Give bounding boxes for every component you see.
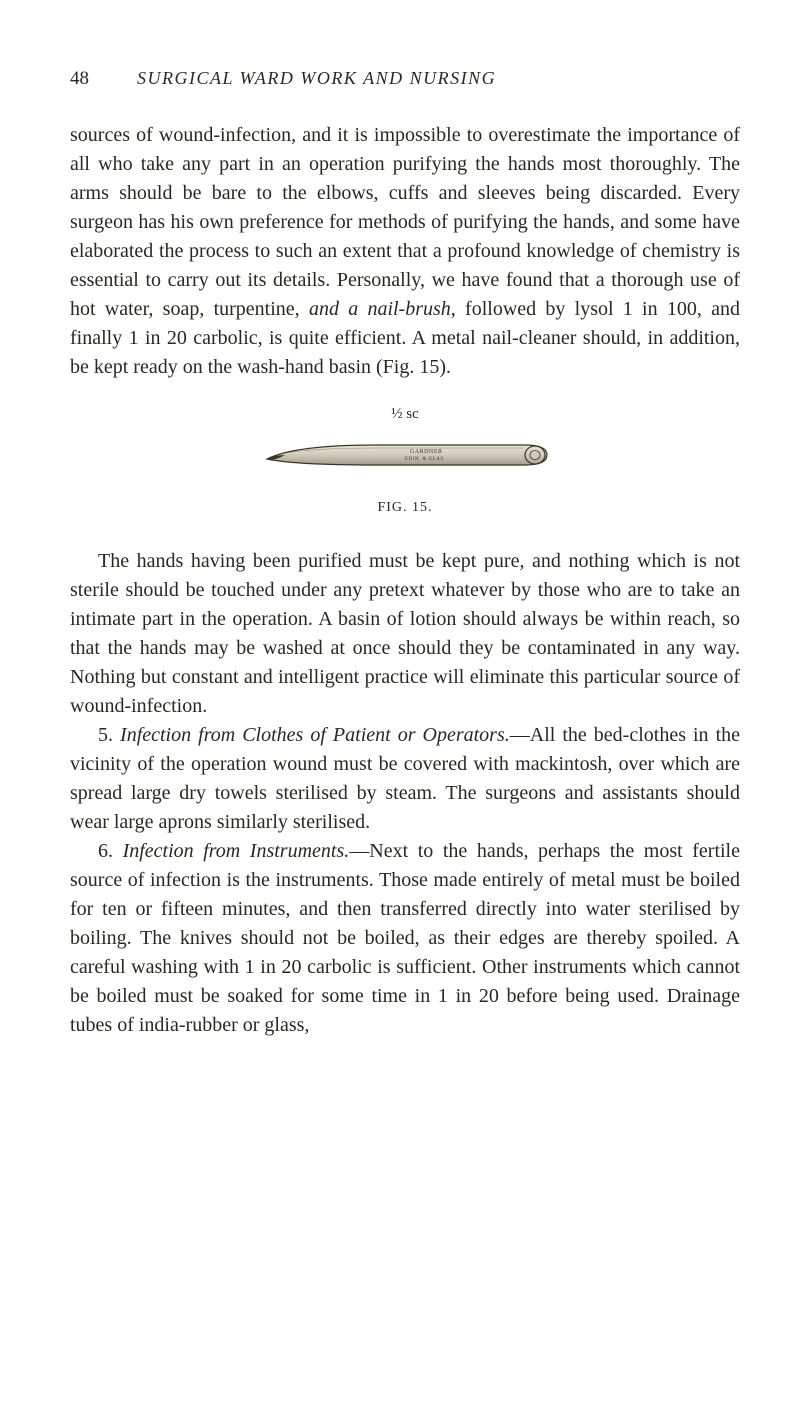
body-text: sources of wound-infection, and it is im… (70, 121, 740, 1040)
page-header: 48 SURGICAL WARD WORK AND NURSING (70, 65, 740, 93)
p4-number: 6. (98, 840, 123, 862)
paragraph-2: The hands having been purified must be k… (70, 547, 740, 721)
figure-caption: FIG. 15. (70, 498, 740, 518)
p3-number: 5. (98, 724, 120, 746)
p4-italic: Infection from Instruments. (123, 840, 350, 862)
figure-scale-label: ½ sc (70, 404, 740, 426)
svg-text:EDIN. & GLAS: EDIN. & GLAS (405, 457, 444, 462)
page-number: 48 (70, 65, 89, 93)
svg-text:GARDNER: GARDNER (410, 449, 443, 455)
running-title: SURGICAL WARD WORK AND NURSING (137, 65, 496, 91)
paragraph-3: 5. Infection from Clothes of Patient or … (70, 721, 740, 837)
paragraph-1: sources of wound-infection, and it is im… (70, 121, 740, 382)
p4-text-b: —Next to the hands, perhaps the most fer… (70, 840, 740, 1036)
nail-cleaner-icon: GARDNER EDIN. & GLAS (255, 431, 555, 479)
p1-text-a: sources of wound-infection, and it is im… (70, 124, 740, 320)
figure-15: ½ sc GARDNER (70, 404, 740, 519)
p3-italic: Infection from Clothes of Patient or Ope… (120, 724, 510, 746)
paragraph-4: 6. Infection from Instruments.—Next to t… (70, 837, 740, 1040)
p1-italic: and a nail-brush (309, 298, 451, 320)
page-container: 48 SURGICAL WARD WORK AND NURSING source… (0, 0, 800, 1100)
